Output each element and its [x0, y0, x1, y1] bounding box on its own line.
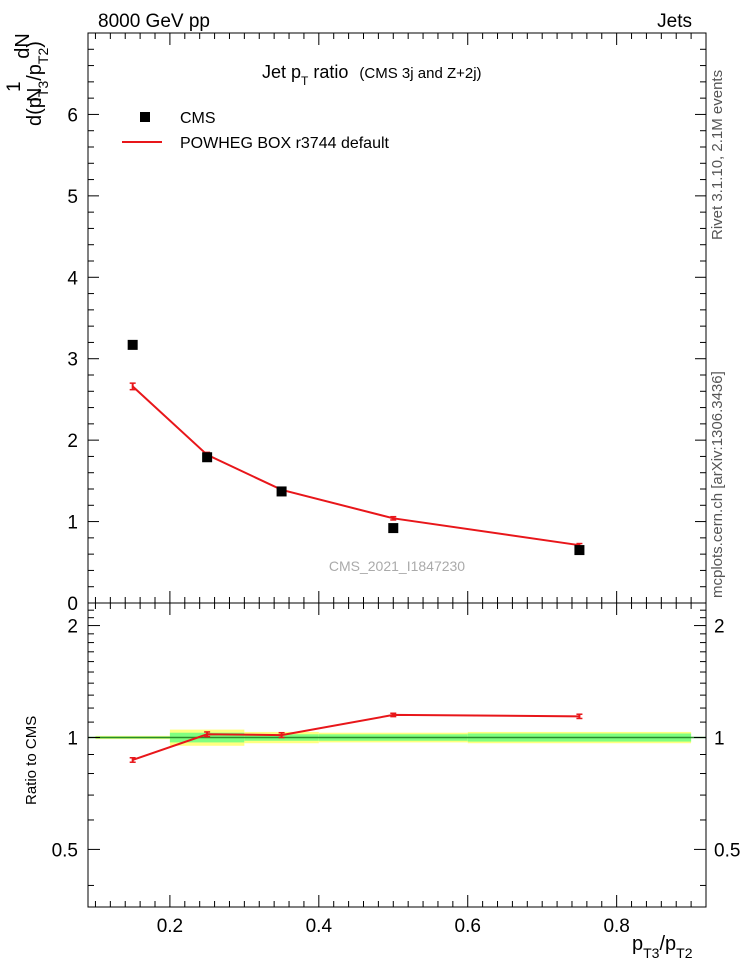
cms-data-point — [276, 486, 287, 497]
y-tick-label: 6 — [67, 105, 78, 126]
legend-cms-label: CMS — [180, 110, 216, 127]
y-tick-label: 4 — [67, 268, 78, 289]
y-tick-label: 5 — [67, 187, 78, 208]
main-panel: 0 1 2 3 4 5 6 — [67, 32, 707, 615]
rivet-label: Rivet 3.1.10, 2.1M events — [709, 70, 726, 240]
ratio-panel: 0.2 0.4 0.6 0.8 0.5 0.5 1 1 2 2 — [52, 602, 740, 937]
svg-text:N: N — [24, 88, 46, 102]
x-tick-label: 0.2 — [157, 916, 183, 937]
header-left: 8000 GeV pp — [98, 11, 210, 32]
x-tick-label: 0.6 — [455, 916, 481, 937]
ratio-y-tick-label: 0.5 — [714, 840, 740, 861]
powheg-line — [131, 385, 580, 547]
y-tick-label: 1 — [67, 513, 78, 534]
legend: CMS POWHEG BOX r3744 default — [122, 110, 390, 152]
cms-data-point — [388, 523, 399, 534]
main-y-axis-label: 1 N dN d(pT3/pT2) — [4, 33, 51, 126]
ratio-y-axis-label: Ratio to CMS — [23, 716, 40, 805]
y-tick-label: 0 — [67, 594, 78, 615]
y-tick-label: 2 — [67, 431, 78, 452]
legend-cms-marker — [140, 112, 150, 122]
chart-title: Jet pT ratio (CMS 3j and Z+2j) — [262, 62, 482, 88]
mcplots-label: mcplots.cern.ch [arXiv:1306.3436] — [709, 371, 726, 598]
svg-text:dN: dN — [12, 33, 34, 59]
ratio-y-tick-label: 0.5 — [52, 840, 78, 861]
ratio-y-tick-label: 1 — [714, 728, 725, 749]
x-tick-label: 0.8 — [603, 916, 629, 937]
ratio-y-tick-label: 2 — [67, 617, 78, 638]
x-tick-label: 0.4 — [306, 916, 333, 937]
cms-data-point — [574, 545, 585, 556]
cms-data-point — [202, 452, 213, 463]
y-tick-label: 3 — [67, 350, 78, 371]
svg-text:1: 1 — [4, 81, 25, 92]
ratio-y-tick-label: 1 — [67, 728, 78, 749]
x-axis-label: pT3/pT2 — [632, 933, 693, 961]
ratio-frame — [87, 602, 707, 908]
legend-mc-label: POWHEG BOX r3744 default — [180, 135, 390, 152]
cms-data-point — [127, 339, 138, 350]
ratio-y-tick-label: 2 — [714, 617, 725, 638]
svg-text:d(pT3/pT2): d(pT3/pT2) — [24, 41, 51, 126]
watermark: CMS_2021_I1847230 — [329, 558, 465, 574]
header-right: Jets — [657, 11, 692, 32]
